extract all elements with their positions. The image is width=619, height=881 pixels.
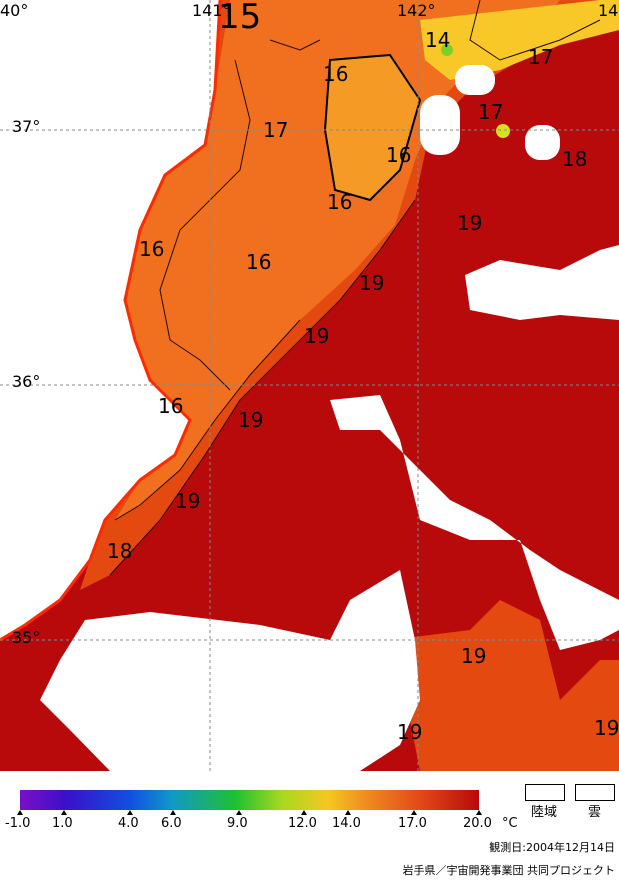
isotherm-label: 18 (562, 147, 588, 171)
isotherm-label: 18 (107, 539, 133, 563)
isotherm-label: 16 (327, 190, 353, 214)
isotherm-label: 19 (238, 408, 264, 432)
color-scale-tick (345, 810, 351, 815)
color-scale-label: 20.0 (463, 816, 492, 831)
cloud-key-label: 雲 (588, 805, 602, 820)
credit-line: 岩手県／宇宙開発事業団 共同プロジェクト (402, 864, 616, 877)
latitude-label: 37° (12, 117, 41, 136)
isotherm-label: 19 (457, 211, 483, 235)
color-scale-label: 6.0 (161, 816, 182, 831)
isotherm-label: 17 (263, 118, 289, 142)
sst-map (0, 0, 619, 771)
isotherm-label: 19 (594, 716, 619, 740)
cloud-key-swatch (575, 784, 615, 801)
ocean-16-zone (115, 0, 560, 520)
ocean-15-zone (325, 55, 420, 200)
color-scale-tick (301, 810, 307, 815)
isotherm-label: 19 (397, 720, 423, 744)
isotherm-label: 19 (175, 489, 201, 513)
isotherm-label: 16 (139, 237, 165, 261)
longitude-label: 142° (397, 1, 436, 20)
cold-eddy (441, 44, 453, 56)
isotherm-label: 14 (425, 28, 451, 52)
isotherm-label: 15 (218, 0, 262, 37)
cloud-mask (0, 65, 619, 771)
color-scale-tick (476, 810, 482, 815)
color-scale-label: 9.0 (227, 816, 248, 831)
isotherm-label: 19 (359, 271, 385, 295)
isotherm-label: 16 (246, 250, 272, 274)
longitude-label: 14 (598, 1, 619, 20)
color-scale-tick (17, 810, 23, 815)
coastline (0, 0, 222, 642)
isotherm-label: 17 (528, 45, 554, 69)
color-scale-label: 4.0 (118, 816, 139, 831)
isotherm-label: 16 (323, 62, 349, 86)
land-key-swatch (525, 784, 565, 801)
ocean-cool-patch (390, 600, 619, 771)
graticule (0, 0, 619, 771)
color-scale-tick (61, 810, 67, 815)
isotherm-label: 16 (158, 394, 184, 418)
isotherm-15 (323, 53, 422, 202)
color-scale-tick (411, 810, 417, 815)
land-key-label: 陸域 (531, 805, 558, 820)
observation-date: 観測日:2004年12月14日 (489, 841, 615, 854)
color-scale-label: -1.0 (5, 816, 31, 831)
color-scale-label: 14.0 (332, 816, 361, 831)
color-scale-label: 17.0 (398, 816, 427, 831)
color-scale-tick (170, 810, 176, 815)
ocean-14-zone (420, 0, 619, 80)
cold-eddy (496, 124, 510, 138)
isotherm-label: 17 (478, 100, 504, 124)
isotherm-label: 19 (304, 324, 330, 348)
longitude-label: 40° (0, 1, 29, 20)
isotherm-contours (109, 0, 601, 576)
color-scale-tick (127, 810, 133, 815)
isotherm-label: 16 (386, 143, 412, 167)
color-scale-label: 1.0 (52, 816, 73, 831)
latitude-label: 35° (12, 628, 41, 647)
longitude-label: 141° (192, 1, 231, 20)
color-scale-tick (236, 810, 242, 815)
ocean-warm-water (0, 0, 619, 771)
color-scale-unit: °C (502, 816, 518, 831)
latitude-label: 36° (12, 372, 41, 391)
color-scale-label: 12.0 (288, 816, 317, 831)
isotherm-label: 19 (461, 644, 487, 668)
color-scale-bar (20, 790, 479, 810)
